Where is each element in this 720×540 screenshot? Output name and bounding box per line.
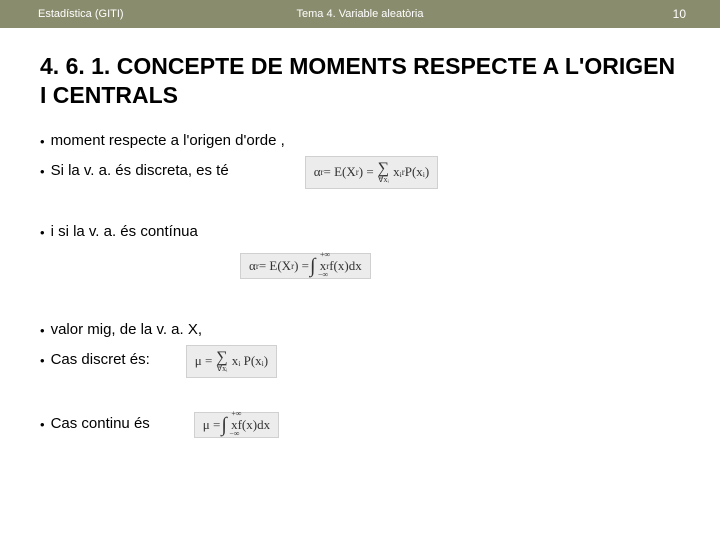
formula-part: ∀xᵢ xyxy=(217,365,228,373)
formula-part: = E(X xyxy=(324,164,356,180)
bullet-dot-icon: • xyxy=(40,321,45,341)
formula-alpha-discrete: αr = E(Xr) = ∑∀xᵢxᵢrP(xᵢ) xyxy=(305,156,439,189)
formula-part: +∞ xyxy=(231,411,241,417)
bullet-text: Cas discret és: xyxy=(51,351,150,368)
bullet-group-2: • i si la v. a. és contínua αr = E(Xr) =… xyxy=(40,223,680,287)
formula-part: α xyxy=(249,258,256,274)
bullet-dot-icon: • xyxy=(40,223,45,243)
formula-part: μ = xyxy=(195,353,213,369)
header-page-number: 10 xyxy=(673,7,686,21)
formula-part: α xyxy=(314,164,321,180)
formula-part: f(x)dx xyxy=(329,258,362,274)
bullet-dot-icon: • xyxy=(40,351,45,371)
formula-alpha-continuous: αr = E(Xr) = +∞∫−∞ xrf(x)dx xyxy=(240,253,371,279)
integral-icon: +∞∫−∞ xyxy=(221,417,226,433)
formula-part: ∀xᵢ xyxy=(378,176,389,184)
bullet-text: moment respecte a l'origen d'orde , xyxy=(51,132,285,149)
bullet-mean-discrete: • Cas discret és: xyxy=(40,351,150,371)
formula-part: P(xᵢ) xyxy=(405,164,430,180)
slide-content: 4. 6. 1. CONCEPTE DE MOMENTS RESPECTE A … xyxy=(0,28,720,438)
bullet-text: valor mig, de la v. a. X, xyxy=(51,321,202,338)
bullet-continuous: • i si la v. a. és contínua xyxy=(40,223,680,243)
header-topic: Tema 4. Variable aleatòria xyxy=(297,8,424,20)
formula-part: xᵢ P(xᵢ) xyxy=(232,353,268,369)
bullet-discrete: • Si la v. a. és discreta, es té xyxy=(40,162,229,182)
row-mean-continuous: • Cas continu és μ = +∞∫−∞ xf(x)dx xyxy=(40,412,680,438)
bullet-dot-icon: • xyxy=(40,162,45,182)
formula-part: −∞ xyxy=(229,431,239,437)
formula-part: ) = xyxy=(294,258,309,274)
bullet-group-3: • valor mig, de la v. a. X, • Cas discre… xyxy=(40,321,680,378)
bullet-dot-icon: • xyxy=(40,415,45,435)
sum-icon: ∑∀xᵢ xyxy=(214,350,229,373)
bullet-text: i si la v. a. és contínua xyxy=(51,223,198,240)
formula-part: xᵢ xyxy=(393,164,402,180)
sum-icon: ∑∀xᵢ xyxy=(376,161,391,184)
bullet-text: Si la v. a. és discreta, es té xyxy=(51,162,229,179)
bullet-text: Cas continu és xyxy=(51,415,150,432)
formula-part: ) = xyxy=(359,164,374,180)
formula-part: = E(X xyxy=(259,258,291,274)
bullet-group-4: • Cas continu és μ = +∞∫−∞ xf(x)dx xyxy=(40,412,680,438)
bullet-mean-continuous: • Cas continu és xyxy=(40,415,150,435)
formula-part: +∞ xyxy=(320,252,330,258)
bullet-mean: • valor mig, de la v. a. X, xyxy=(40,321,680,341)
row-mean-discrete: • Cas discret és: μ = ∑∀xᵢxᵢ P(xᵢ) xyxy=(40,345,680,378)
bullet-group-1: • moment respecte a l'origen d'orde , • … xyxy=(40,132,680,189)
header-course: Estadística (GITI) xyxy=(38,8,124,20)
slide-title: 4. 6. 1. CONCEPTE DE MOMENTS RESPECTE A … xyxy=(40,52,680,110)
bullet-moment-origin: • moment respecte a l'origen d'orde , xyxy=(40,132,680,152)
formula-mu-discrete: μ = ∑∀xᵢxᵢ P(xᵢ) xyxy=(186,345,277,378)
formula-part: μ = xyxy=(203,417,221,433)
bullet-dot-icon: • xyxy=(40,132,45,152)
formula-mu-continuous: μ = +∞∫−∞ xf(x)dx xyxy=(194,412,279,438)
formula-part: −∞ xyxy=(318,272,328,278)
integral-icon: +∞∫−∞ xyxy=(310,258,315,274)
row-discrete: • Si la v. a. és discreta, es té αr = E(… xyxy=(40,156,680,189)
slide-header: Estadística (GITI) Tema 4. Variable alea… xyxy=(0,0,720,28)
